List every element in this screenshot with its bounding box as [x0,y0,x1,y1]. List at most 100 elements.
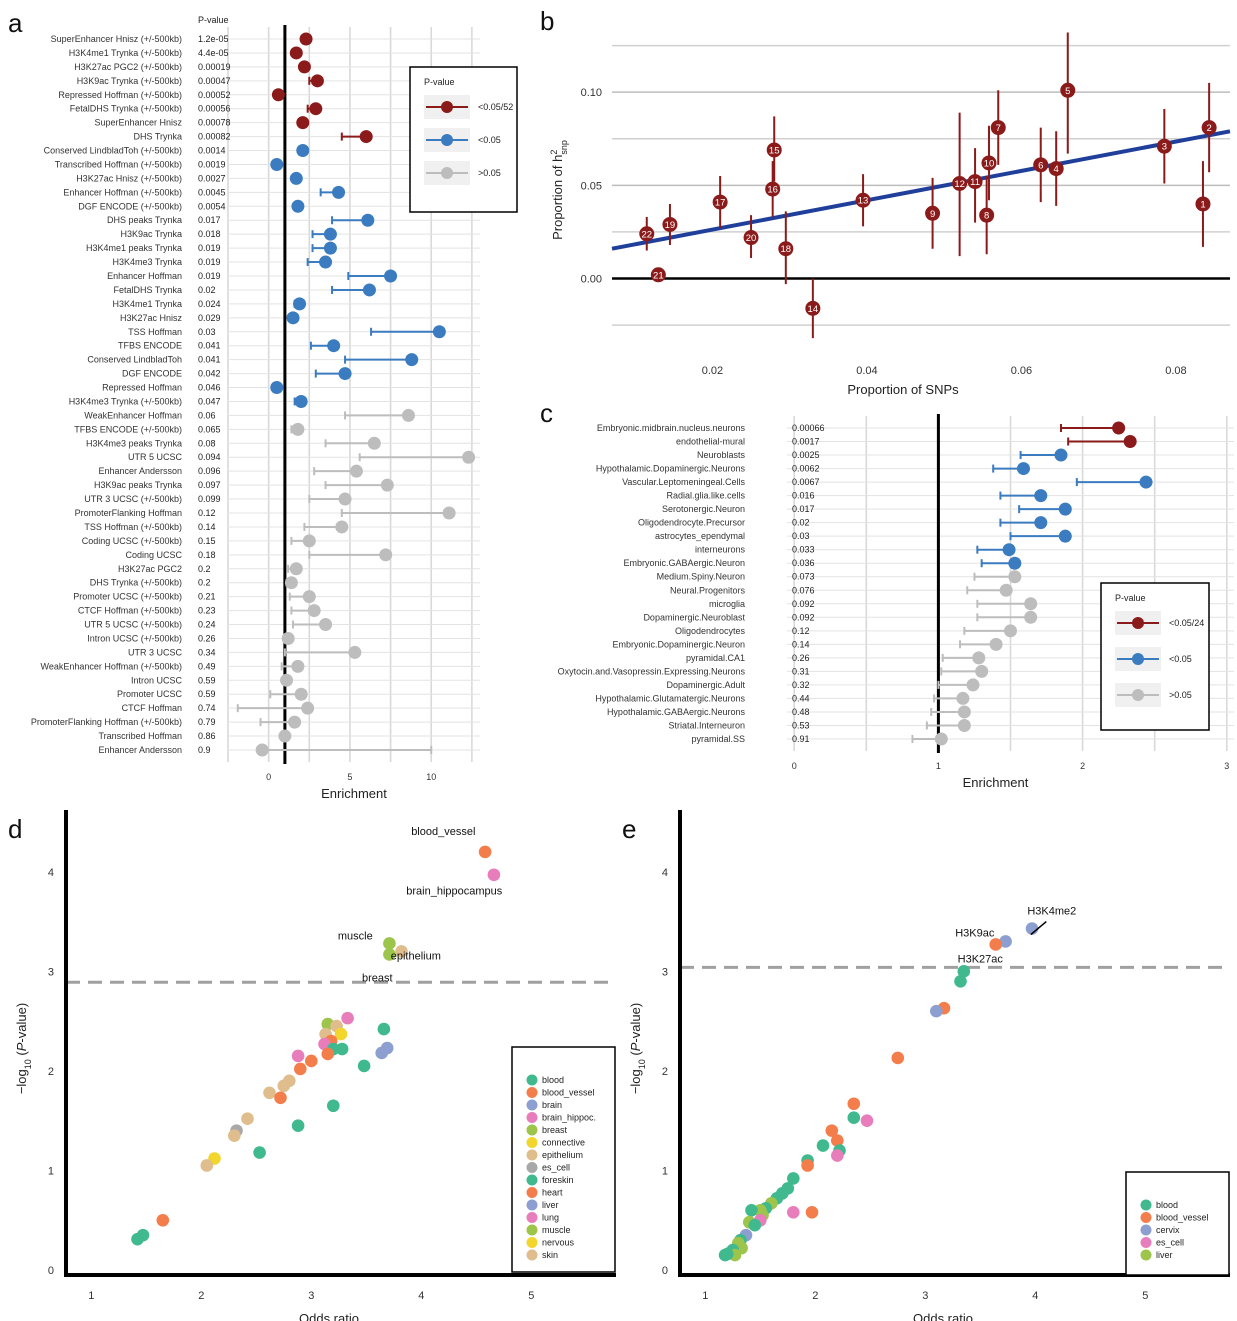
panel-d-scatter-plot: 0 1 2 3 4 1 2 3 4 5 Odds ratio −log10 (P-value) bloo… [14,810,616,1321]
estimate-point [294,394,308,408]
chromosome-point [650,267,666,283]
estimate-point [319,255,333,269]
estimate-point [291,659,305,673]
estimate-point [462,450,476,464]
x-axis-title: Odds ratio [299,1311,359,1321]
estimate-point [1004,624,1017,638]
estimate-point [289,562,303,576]
legend-entry: liver [1156,1250,1173,1260]
chromosome-label: 17 [715,198,726,209]
row-label: TSS Hoffman (+/-500kb) [84,522,182,532]
row-label: DHS Trynka [133,132,182,142]
legend-key-point [1132,653,1144,665]
tissue-point [745,1203,758,1217]
row-pvalue: 0.041 [198,341,221,351]
x-tick-label: 3 [1224,761,1229,771]
chromosome-point [639,226,655,242]
estimate-point [270,381,284,395]
row-pvalue: 0.02 [792,518,810,528]
legend-entry: es_cell [1156,1238,1184,1248]
row-label: Vascular.Leptomeningeal.Cells [622,477,745,487]
legend-entry: brain [542,1100,562,1110]
y-tick-label: 1 [48,1165,54,1177]
row-pvalue: 0.036 [792,558,815,568]
row-label: PromoterFlanking Hoffman [75,508,182,518]
row-label: pyramidal.CA1 [686,653,745,663]
x-tick-label: 5 [528,1290,534,1302]
row-label: H3K9ac Trynka [120,229,182,239]
row-pvalue: 0.019 [198,243,221,253]
tissue-point [274,1091,287,1105]
x-tick-label: 1 [88,1290,94,1302]
row-pvalue: 0.029 [198,313,221,323]
x-tick-label: 2 [812,1290,818,1302]
row-label: H3K27ac PGC2 [118,564,182,574]
row-pvalue: 0.00066 [792,423,825,433]
estimate-point [1034,516,1048,530]
estimate-point [1058,502,1072,516]
chromosome-point [979,207,995,223]
row-label: DGF ENCODE (+/-500kb) [78,201,182,211]
panel-e-scatter-plot: 0 1 2 3 4 1 2 3 4 5 Odds ratio −log10 (P-value) H3K4… [628,810,1230,1321]
estimate-point [289,46,303,60]
row-label: interneurons [695,545,746,555]
estimate-point [293,297,307,311]
tissue-point [847,1097,861,1111]
row-label: FetalDHS Trynka (+/-500kb) [70,104,182,114]
point-annotation: breast [362,972,393,984]
row-pvalue: 0.092 [792,612,815,622]
estimate-point [1112,421,1126,435]
tissue-point [383,948,396,961]
row-pvalue: 0.34 [198,647,216,657]
legend-entry: breast [542,1125,568,1135]
legend-entry: lung [542,1213,559,1223]
chromosome-point [1033,157,1049,173]
x-tick-label: 4 [1032,1290,1038,1302]
estimate-point [338,367,352,381]
legend-key-point [526,1112,538,1123]
estimate-point [288,715,302,729]
row-pvalue: 0.0067 [792,477,820,487]
tissue-point [957,965,971,978]
row-pvalue: 0.016 [792,491,815,501]
estimate-point [271,88,285,102]
row-pvalue: 0.15 [198,536,216,546]
legend-key-point [441,134,453,146]
row-label: microglia [709,599,745,609]
row-label: Repressed Hoffman (+/-500kb) [58,90,182,100]
row-pvalue: 0.2 [198,564,211,574]
tissue-point [228,1129,241,1142]
row-pvalue: 0.14 [198,522,216,532]
row-pvalue: 0.033 [792,545,815,555]
y-tick-label: 0 [48,1265,54,1277]
tissue-point [930,1004,943,1018]
estimate-point [957,718,971,732]
tissue-point [816,1139,830,1152]
row-pvalue: 0.44 [792,693,810,703]
chromosome-point [967,174,983,190]
x-tick-label: 2 [1080,761,1085,771]
row-pvalue: 0.86 [198,731,216,741]
legend-entry: <0.05/52 [478,102,513,112]
row-label: DHS peaks Trynka [107,215,182,225]
tissue-point [341,1011,354,1025]
legend-key-point [526,1199,538,1211]
row-pvalue: 0.076 [792,585,815,595]
row-label: Promoter UCSC [117,689,183,699]
legend-entry: cervix [1156,1225,1180,1235]
row-label: DGF ENCODE [122,369,182,379]
x-tick-label: 10 [426,772,436,782]
row-pvalue: 0.49 [198,661,216,671]
chromosome-point [981,155,997,171]
estimate-point [362,283,376,297]
x-axis-title: Proportion of SNPs [847,382,959,397]
tissue-point [860,1114,874,1127]
row-label: Enhancer Andersson [98,745,182,755]
legend-entry: >0.05 [1169,690,1192,700]
x-tick-label: 0.02 [702,365,723,377]
row-label: WeakEnhancer Hoffman [84,410,182,420]
row-label: Enhancer Andersson [98,466,182,476]
legend-title: P-value [1115,593,1146,603]
row-label: UTR 3 UCSC (+/-500kb) [84,494,182,504]
row-pvalue: 0.91 [792,734,810,744]
